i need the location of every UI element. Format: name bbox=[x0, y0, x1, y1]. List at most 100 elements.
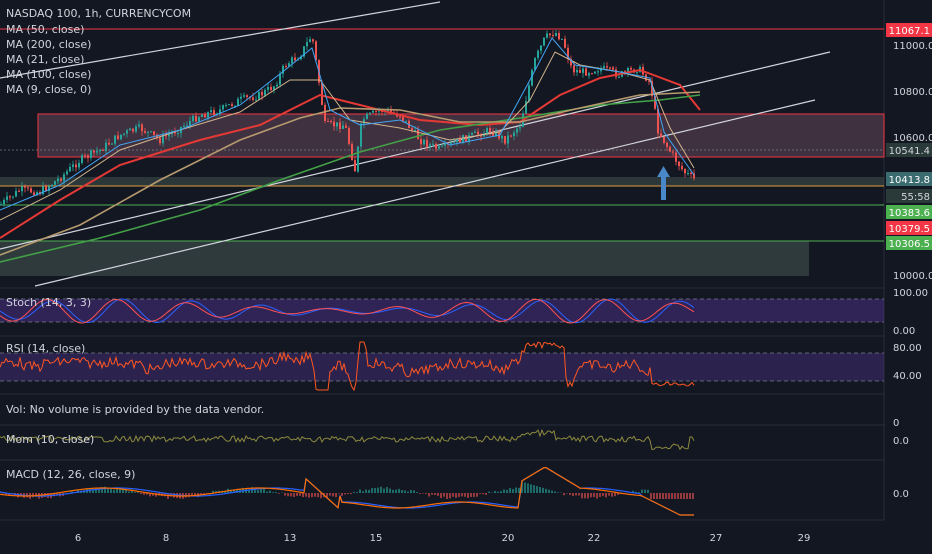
candle-body bbox=[204, 114, 206, 118]
price-tag-countdown[interactable]: 55:58 bbox=[886, 189, 932, 203]
candle-body bbox=[615, 69, 617, 77]
candle-body bbox=[660, 133, 662, 137]
price-tag-red[interactable]: 10379.5 bbox=[886, 221, 932, 235]
candle-body bbox=[624, 71, 626, 73]
candle-body bbox=[465, 135, 467, 142]
candle-body bbox=[450, 142, 452, 144]
candle-body bbox=[339, 122, 341, 129]
candle-body bbox=[600, 68, 602, 72]
chart-title: NASDAQ 100, 1h, CURRENCYCOM bbox=[6, 7, 191, 20]
ma50-line[interactable] bbox=[0, 68, 701, 239]
price-tag-box bbox=[886, 172, 932, 186]
stoch-k-line[interactable] bbox=[0, 298, 695, 324]
panel-tick: 0 bbox=[893, 418, 899, 429]
panel-tick: 100.00 bbox=[893, 288, 928, 299]
time-tick: 29 bbox=[798, 533, 811, 544]
stoch-pane[interactable] bbox=[0, 298, 884, 324]
price-tag-label: 10379.5 bbox=[889, 224, 930, 235]
candle-body bbox=[534, 57, 536, 71]
candle-body bbox=[360, 123, 362, 147]
candle-body bbox=[555, 33, 557, 36]
price-tag-green[interactable]: 10383.6 bbox=[886, 205, 932, 219]
candle-body bbox=[471, 132, 473, 135]
candle-body bbox=[45, 186, 47, 191]
candle-body bbox=[618, 76, 620, 78]
candle-body bbox=[63, 174, 65, 181]
time-tick: 20 bbox=[502, 533, 515, 544]
candle-body bbox=[12, 196, 14, 198]
candle-body bbox=[606, 66, 608, 68]
ma200-line[interactable] bbox=[0, 94, 701, 263]
candle-body bbox=[87, 155, 89, 158]
time-tick: 15 bbox=[370, 533, 383, 544]
rsi-pane[interactable] bbox=[0, 341, 884, 392]
volume-label[interactable]: Vol: No volume is provided by the data v… bbox=[6, 403, 264, 416]
rsi-line[interactable] bbox=[0, 341, 695, 392]
price-tag-label: 10383.6 bbox=[889, 208, 930, 219]
rsi-band bbox=[0, 353, 884, 381]
legend-ma9[interactable]: MA (9, close, 0) bbox=[6, 83, 91, 96]
candle-body bbox=[324, 104, 326, 122]
candle-body bbox=[693, 173, 695, 179]
candle-body bbox=[0, 204, 2, 206]
candle-body bbox=[225, 105, 227, 107]
price-axis[interactable]: 11000.0 10800.0 10600.0 10000.0 11067.1 10541… bbox=[886, 0, 932, 550]
macd-label[interactable]: MACD (12, 26, close, 9) bbox=[6, 468, 135, 481]
candle-body bbox=[21, 186, 23, 192]
macd-pane[interactable] bbox=[0, 467, 694, 516]
candle-body bbox=[399, 116, 401, 118]
candle-body bbox=[147, 131, 149, 133]
candle-body bbox=[351, 144, 353, 161]
mom-line[interactable] bbox=[0, 428, 695, 451]
stoch-label[interactable]: Stoch (14, 3, 3) bbox=[6, 296, 91, 309]
candle-body bbox=[375, 110, 377, 112]
candle-body bbox=[183, 125, 185, 127]
candle-body bbox=[684, 169, 686, 174]
trendline-top[interactable] bbox=[0, 1, 441, 79]
candle-body bbox=[354, 160, 356, 172]
candle-body bbox=[33, 192, 35, 196]
price-tick: 10000.0 bbox=[893, 271, 932, 282]
candle-body bbox=[612, 67, 614, 70]
candle-body bbox=[285, 65, 287, 67]
candle-body bbox=[459, 138, 461, 143]
candle-body bbox=[402, 116, 404, 121]
candle-body bbox=[48, 186, 50, 191]
arrow-marker[interactable] bbox=[657, 166, 670, 200]
legend-ma50[interactable]: MA (50, close) bbox=[6, 23, 84, 36]
legend-ma200[interactable]: MA (200, close) bbox=[6, 38, 91, 51]
rsi-label[interactable]: RSI (14, close) bbox=[6, 342, 85, 355]
candle-body bbox=[438, 146, 440, 149]
candle-body bbox=[690, 173, 692, 175]
legend-ma100[interactable]: MA (100, close) bbox=[6, 68, 91, 81]
stoch-d-line[interactable] bbox=[0, 298, 695, 324]
candle-body bbox=[102, 149, 104, 151]
price-pane[interactable] bbox=[0, 1, 885, 287]
price-tag-red[interactable]: 11067.1 bbox=[886, 23, 932, 37]
candle-body bbox=[168, 134, 170, 137]
time-axis[interactable]: 6 8 13 15 20 22 27 29 bbox=[75, 533, 811, 544]
candle-body bbox=[675, 152, 677, 162]
candle-body bbox=[369, 112, 371, 114]
panel-tick: 0.00 bbox=[893, 326, 915, 337]
price-tag-green[interactable]: 10306.5 bbox=[886, 236, 932, 250]
demand-zone[interactable] bbox=[0, 241, 809, 276]
price-tag-label: 10306.5 bbox=[889, 239, 930, 250]
price-tag-light[interactable]: 10541.4 bbox=[886, 143, 932, 157]
price-tag-box bbox=[886, 236, 932, 250]
mom-label[interactable]: Mom (10, close) bbox=[6, 433, 94, 446]
ma100-line[interactable] bbox=[0, 91, 701, 256]
trendline-bottom[interactable] bbox=[34, 99, 816, 287]
candle-body bbox=[513, 132, 515, 137]
price-tag-blue[interactable]: 10413.8 bbox=[886, 172, 932, 186]
mom-pane[interactable] bbox=[0, 428, 695, 451]
ma9-line[interactable] bbox=[0, 37, 695, 211]
candle-body bbox=[636, 72, 638, 74]
candle-body bbox=[435, 143, 437, 149]
legend-ma21[interactable]: MA (21, close) bbox=[6, 53, 84, 66]
signal-line[interactable] bbox=[0, 467, 694, 516]
trendline-mid[interactable] bbox=[0, 51, 831, 250]
candle-body bbox=[27, 187, 29, 189]
